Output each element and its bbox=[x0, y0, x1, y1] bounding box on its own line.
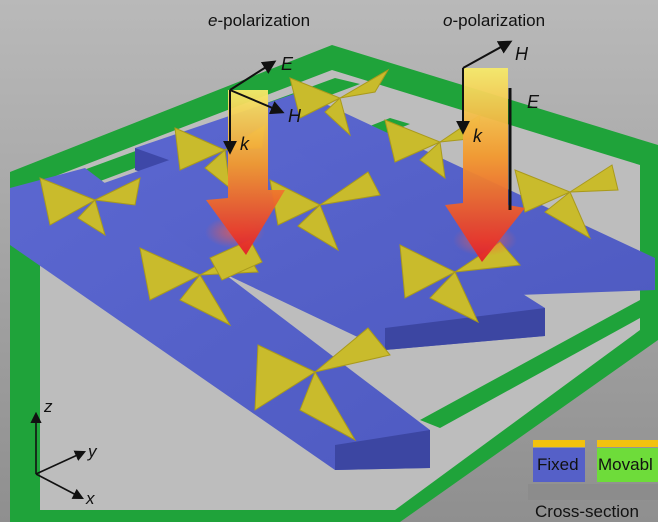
legend-fixed-label: Fixed bbox=[537, 455, 579, 474]
e-field-vectors bbox=[223, 60, 285, 155]
legend-fixed-swatch bbox=[533, 448, 585, 482]
legend-movable-swatch bbox=[597, 448, 658, 482]
legend-cross-section-label: Cross-section bbox=[535, 502, 639, 521]
y-axis-label: y bbox=[87, 442, 98, 461]
e-H-label: H bbox=[288, 106, 302, 126]
legend-cross-section-bar bbox=[528, 484, 658, 500]
o-field-vectors bbox=[456, 40, 513, 210]
e-propagation-arrow bbox=[205, 90, 285, 255]
antenna bbox=[39, 177, 141, 237]
antenna bbox=[399, 241, 522, 324]
o-k-label: k bbox=[473, 126, 483, 146]
legend-movable-gold-strip bbox=[597, 440, 658, 447]
antenna bbox=[289, 68, 390, 137]
legend-movable-label: Movabl bbox=[598, 455, 653, 474]
o-H-label: H bbox=[515, 44, 529, 64]
o-propagation-arrow bbox=[445, 68, 525, 262]
antenna bbox=[514, 164, 619, 240]
coordinate-axes bbox=[30, 411, 87, 500]
x-axis-label: x bbox=[85, 489, 95, 508]
e-k-label: k bbox=[240, 134, 250, 154]
o-polarization-title: o-polarization bbox=[443, 11, 545, 30]
legend: Fixed Movabl Cross-section bbox=[528, 440, 658, 521]
o-E-label: E bbox=[527, 92, 540, 112]
legend-fixed-gold-strip bbox=[533, 440, 585, 447]
e-E-label: E bbox=[281, 54, 294, 74]
antenna bbox=[254, 327, 391, 442]
e-polarization-title: e-polarization bbox=[208, 11, 310, 30]
z-axis-label: z bbox=[43, 397, 53, 416]
